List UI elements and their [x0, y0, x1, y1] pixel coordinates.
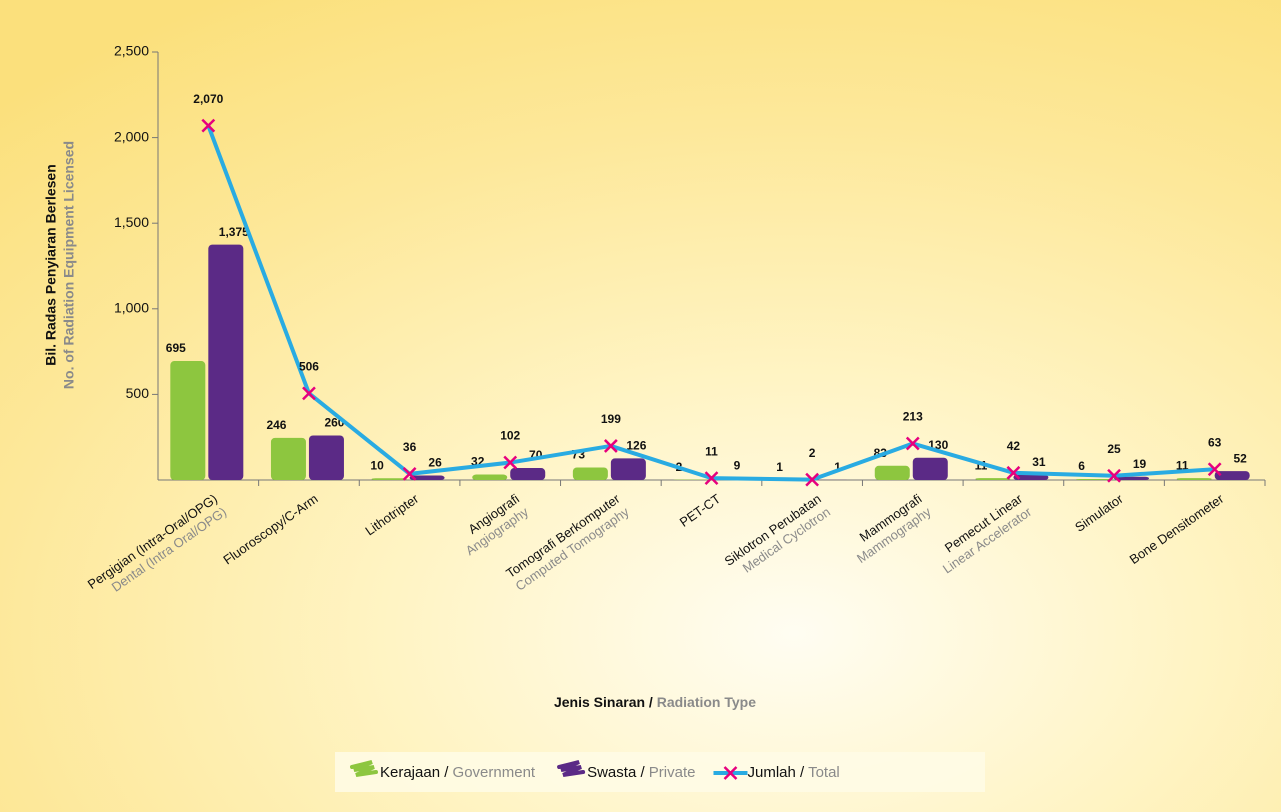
data-label: 11: [705, 444, 718, 458]
marker: [805, 472, 820, 487]
data-label: 213: [903, 410, 923, 424]
marker: [905, 436, 920, 451]
data-label: 695: [166, 341, 186, 355]
data-label: 25: [1107, 442, 1121, 456]
bar: [975, 478, 1011, 480]
bar: [371, 478, 407, 480]
bar: [208, 244, 244, 480]
data-label: 102: [500, 429, 520, 443]
data-label: 36: [403, 440, 417, 454]
y-tick-label: 500: [126, 385, 150, 401]
data-label: 42: [1007, 439, 1021, 453]
x-axis-title: Jenis Sinaran / Radiation Type: [554, 694, 756, 710]
y-tick-label: 2,500: [114, 43, 149, 59]
bar: [572, 467, 608, 480]
marker: [1006, 465, 1021, 480]
bar: [1176, 478, 1212, 480]
bar: [1013, 474, 1049, 480]
data-label: 199: [601, 412, 621, 426]
data-label: 19: [1133, 457, 1147, 471]
bar: [1214, 471, 1250, 480]
bar: [912, 457, 948, 480]
legend-label: Swasta / Private: [587, 764, 695, 781]
marker: [603, 439, 618, 453]
marker: [1207, 462, 1222, 477]
bar: [610, 458, 646, 480]
data-label: 31: [1032, 455, 1046, 469]
y-axis-subtitle: No. of Radiation Equipment Licensed: [61, 141, 77, 389]
legend-label: Kerajaan / Government: [380, 764, 536, 781]
bar: [270, 437, 306, 480]
data-label: 1: [834, 460, 841, 474]
data-label: 1,375: [219, 225, 249, 239]
data-label: 126: [626, 439, 646, 453]
bar: [1076, 478, 1112, 480]
marker: [704, 471, 719, 486]
marker: [402, 466, 417, 481]
legend-box: [335, 752, 985, 792]
data-label: 6: [1078, 459, 1085, 473]
data-label: 63: [1208, 435, 1222, 449]
data-label: 1: [776, 460, 783, 474]
bar: [874, 465, 910, 480]
y-tick-label: 2,000: [114, 128, 149, 144]
data-label: 246: [266, 418, 286, 432]
marker: [201, 118, 216, 133]
data-label: 52: [1234, 451, 1248, 465]
data-label: 11: [1176, 458, 1189, 472]
legend-label: Jumlah / Total: [747, 764, 839, 781]
data-label: 10: [370, 458, 384, 472]
marker: [1107, 468, 1121, 483]
legend-swatch: [350, 760, 378, 777]
bar: [1114, 476, 1150, 480]
y-tick-label: 1,000: [114, 300, 149, 316]
data-label: 9: [734, 459, 741, 473]
data-label: 2: [809, 446, 816, 460]
y-axis-title: Bil. Radas Penyiaran Berlesen: [43, 164, 59, 366]
bar: [510, 468, 546, 480]
data-label: 506: [299, 360, 319, 374]
bar: [170, 361, 206, 480]
marker: [302, 386, 316, 401]
data-label: 26: [428, 456, 442, 470]
y-tick-label: 1,500: [114, 214, 149, 230]
marker: [503, 455, 518, 470]
bar: [409, 475, 445, 480]
bar: [308, 435, 344, 480]
bar: [472, 474, 508, 480]
legend-swatch: [557, 760, 586, 777]
data-label: 2,070: [193, 92, 223, 106]
legend-marker: [723, 766, 738, 780]
